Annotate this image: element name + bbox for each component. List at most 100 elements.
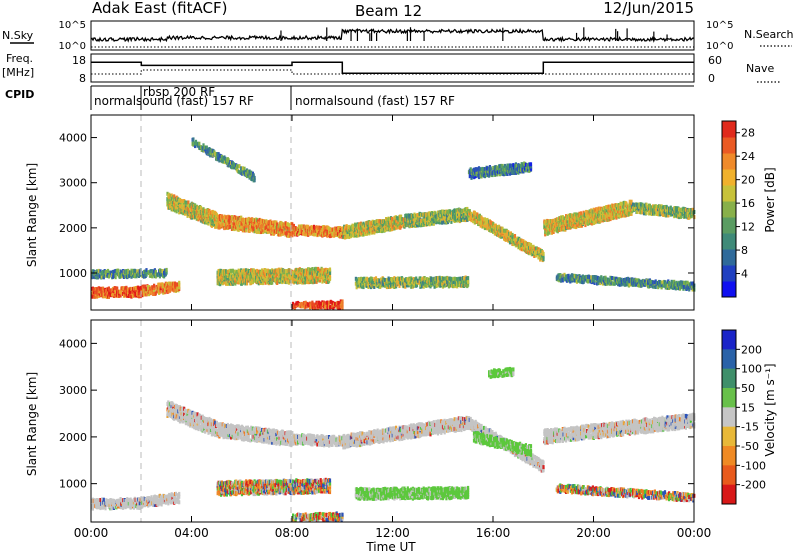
scatter-cell-power-band-11 xyxy=(307,274,311,279)
cpid-program-2: rbsp 200 RF xyxy=(143,85,215,99)
scatter-cell-power-band-4 xyxy=(291,222,294,227)
scatter-cell-power-band-13 xyxy=(668,281,671,285)
scatter-cell-power-band-0 xyxy=(114,289,117,294)
scatter-cell-power-band-12 xyxy=(436,283,439,288)
scatter-cell-power-band-8 xyxy=(542,251,545,256)
scatter-cell-power-band-9 xyxy=(622,209,625,214)
scatter-cell-power-band-11 xyxy=(294,279,297,284)
scatter-cell-power-band-12 xyxy=(459,279,462,284)
scatter-cell-power-band-3 xyxy=(194,203,197,208)
date-title: 12/Jun/2015 xyxy=(603,0,694,17)
scatter-cell-power-band-4 xyxy=(270,224,273,229)
scatter-cell-power-band-4 xyxy=(258,217,261,222)
scatter-cell-power-band-8 xyxy=(483,226,486,231)
scatter-cell-power-band-5 xyxy=(300,227,303,232)
scatter-cell-power-band-7 xyxy=(405,213,408,218)
scatter-cell-power-band-12 xyxy=(453,276,456,281)
scatter-cell-power-band-4 xyxy=(266,220,269,225)
scatter-cell-power-band-13 xyxy=(611,276,614,280)
scatter-cell-power-band-13 xyxy=(609,275,612,280)
scatter-cell-power-band-8 xyxy=(532,244,535,249)
scatter-cell-power-band-4 xyxy=(228,220,231,225)
scatter-cell-power-band-2 xyxy=(110,270,113,275)
scatter-cell-power-band-13 xyxy=(644,282,647,286)
scatter-cell-power-band-7 xyxy=(467,208,470,213)
scatter-cell-power-band-10 xyxy=(632,202,635,207)
scatter-cell-power-band-11 xyxy=(322,268,325,273)
scatter-cell-power-band-1 xyxy=(163,288,167,293)
scatter-cell-power-band-12 xyxy=(367,285,370,289)
scatter-cell-power-band-13 xyxy=(575,276,578,281)
scatter-cell-power-band-3 xyxy=(184,209,187,214)
scatter-cell-power-band-3 xyxy=(168,197,172,202)
scatter-cell-power-band-3 xyxy=(182,211,185,216)
scatter-cell-power-band-1 xyxy=(143,284,146,289)
scatter-cell-power-band-12 xyxy=(440,279,443,284)
scatter-cell-power-band-4 xyxy=(285,227,288,232)
scatter-cell-power-band-8 xyxy=(498,232,502,237)
scatter-cell-power-band-13 xyxy=(658,283,661,288)
scatter-cell-power-band-9 xyxy=(580,211,583,216)
scatter-cell-power-band-9 xyxy=(585,220,588,225)
scatter-cell-power-band-12 xyxy=(359,278,362,283)
scatter-cell-power-band-9 xyxy=(556,229,559,234)
scatter-cell-power-band-13 xyxy=(593,278,596,283)
scatter-cell-power-band-2 xyxy=(130,274,133,279)
scatter-cell-power-band-7 xyxy=(432,221,435,226)
scatter-cell-power-band-13 xyxy=(662,283,665,288)
scatter-cell-power-band-3 xyxy=(170,193,173,198)
scatter-cell-power-band-2 xyxy=(145,268,148,273)
scatter-cell-power-band-13 xyxy=(654,285,657,289)
scatter-cell-power-band-6 xyxy=(369,221,372,226)
freq-unit: [MHz] xyxy=(2,66,34,79)
freq-line xyxy=(91,61,694,74)
scatter-cell-power-band-2 xyxy=(101,269,105,274)
scatter-cell-power-band-9 xyxy=(575,212,579,217)
scatter-cell-power-band-1 xyxy=(167,283,170,288)
scatter-cell-power-band-4 xyxy=(252,217,255,222)
scatter-cell-power-band-3 xyxy=(182,203,185,207)
scatter-cell-power-band-8 xyxy=(479,223,482,228)
scatter-cell-power-band-9 xyxy=(617,209,620,214)
scatter-cell-power-band-12 xyxy=(355,278,358,283)
freq-trace xyxy=(91,61,694,75)
scatter-cell-power-band-14 xyxy=(292,301,295,306)
scatter-cell-power-band-11 xyxy=(328,273,332,278)
nsearch-tick-bottom: 10^0 xyxy=(706,41,733,52)
scatter-cell-power-band-7 xyxy=(462,217,465,222)
scatter-cell-power-band-4 xyxy=(221,215,224,220)
scatter-cell-power-band-11 xyxy=(325,280,328,284)
scatter-cell-power-band-7 xyxy=(450,219,453,224)
scatter-cell-power-band-14 xyxy=(308,301,311,306)
freq-tick-bottom: 8 xyxy=(79,72,86,85)
nsky-tick-bottom: 10^0 xyxy=(59,41,86,52)
scatter-cell-power-band-13 xyxy=(607,278,610,283)
scatter-cell-power-band-8 xyxy=(499,228,502,233)
scatter-cell-power-band-11 xyxy=(303,275,306,280)
scatter-cell-power-band-10 xyxy=(667,213,670,218)
scatter-cell-power-band-13 xyxy=(668,286,671,290)
scatter-cell-power-band-13 xyxy=(582,275,585,280)
scatter-cell-power-band-1 xyxy=(167,289,170,294)
scatter-cell-power-band-3 xyxy=(173,194,176,199)
scatter-cell-power-band-2 xyxy=(99,269,102,274)
scatter-cell-power-band-3 xyxy=(184,204,187,209)
scatter-cell-power-band-11 xyxy=(234,278,237,283)
scatter-cell-power-band-10 xyxy=(641,210,644,215)
scatter-cell-power-band-13 xyxy=(692,281,695,286)
scatter-cell-power-band-11 xyxy=(315,279,318,284)
scatter-cell-power-band-6 xyxy=(391,217,394,222)
scatter-cell-power-band-11 xyxy=(328,267,332,272)
scatter-cell-power-band-6 xyxy=(356,231,359,236)
scatter-cell-power-band-7 xyxy=(462,211,466,216)
scatter-cell-power-band-7 xyxy=(462,215,465,220)
scatter-cell-power-band-13 xyxy=(683,284,686,288)
scatter-cell-power-band-13 xyxy=(599,281,602,286)
scatter-cell-power-band-10 xyxy=(644,207,647,212)
scatter-cell-power-band-8 xyxy=(529,245,532,250)
scatter-cell-power-band-14 xyxy=(301,302,304,307)
nave-tick-bottom: 0 xyxy=(708,72,715,85)
scatter-cell-power-band-2 xyxy=(154,269,157,274)
scatter-cell-power-band-4 xyxy=(235,218,238,223)
